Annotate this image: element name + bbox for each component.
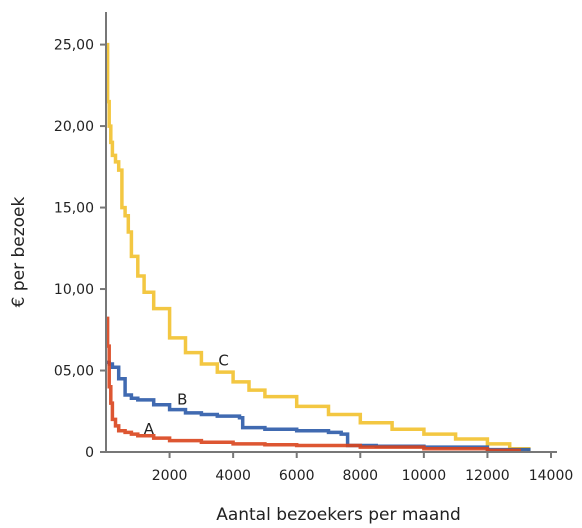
series-label-c: C — [218, 352, 228, 370]
y-tick-label: 0 — [85, 445, 94, 461]
x-tick-label: 4000 — [215, 468, 251, 484]
x-tick-label: 6000 — [279, 468, 315, 484]
x-tick-label: 14000 — [529, 468, 574, 484]
y-tick-label: 20,00 — [54, 119, 94, 135]
x-tick-label: 8000 — [342, 468, 378, 484]
x-axis-title: Aantal bezoekers per maand — [216, 505, 461, 525]
x-tick-group: 2000 4000 6000 8000 10000 12000 14000 — [152, 452, 574, 484]
series-label-b: B — [177, 391, 187, 409]
y-tick-label: 25,00 — [54, 38, 94, 54]
series-labels: C B A — [144, 352, 229, 438]
x-tick-label: 2000 — [152, 468, 188, 484]
series-layer — [105, 42, 531, 453]
series-line-a — [105, 316, 521, 453]
y-tick-label: 05,00 — [54, 364, 94, 380]
series-label-a: A — [144, 420, 155, 438]
y-tick-group: 0 05,00 10,00 15,00 20,00 25,00 — [54, 38, 106, 461]
x-tick-label: 10000 — [402, 468, 447, 484]
x-tick-label: 12000 — [465, 468, 510, 484]
y-tick-label: 10,00 — [54, 282, 94, 298]
y-axis-title: € per bezoek — [9, 196, 29, 307]
y-tick-label: 15,00 — [54, 201, 94, 217]
series-line-c — [105, 42, 531, 452]
